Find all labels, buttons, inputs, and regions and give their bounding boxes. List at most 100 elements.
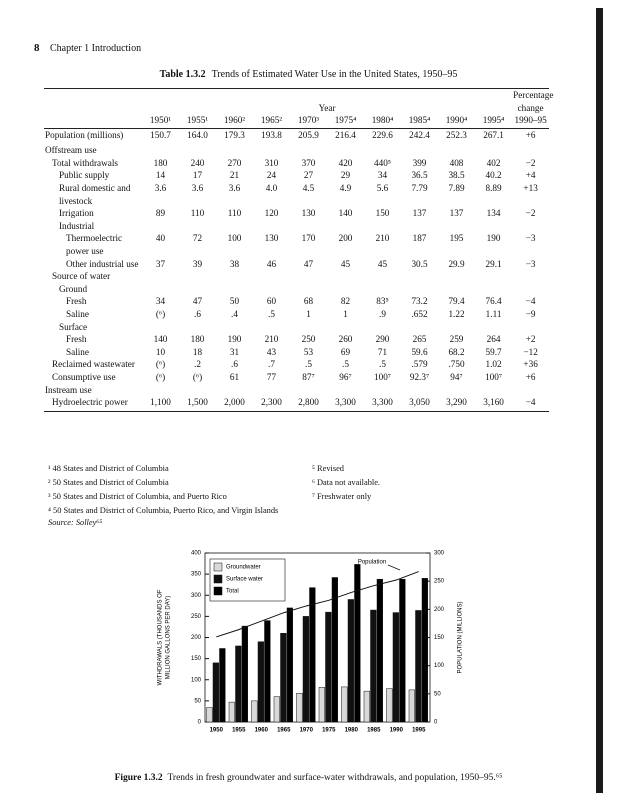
- cell: 60: [266, 296, 277, 307]
- empty-cell: [327, 283, 364, 296]
- empty-cell: [290, 220, 327, 233]
- empty-cell: [142, 321, 179, 334]
- cell: 210: [375, 233, 390, 244]
- cell: 18: [192, 346, 203, 357]
- footnote: ⁵ Revised: [312, 464, 344, 473]
- cell: +4: [525, 170, 536, 181]
- empty-cell: [253, 384, 290, 397]
- y2-tick-label: 0: [434, 720, 438, 726]
- row-label: Ground: [59, 283, 88, 294]
- cell: 30.5: [411, 258, 428, 269]
- empty-cell: [253, 220, 290, 233]
- y2-tick-label: 50: [434, 691, 441, 697]
- source: Source: Solley⁶⁵: [48, 518, 103, 527]
- empty-cell: [401, 384, 438, 397]
- x-tick-label: 1980: [345, 728, 359, 734]
- bar: [325, 611, 332, 723]
- cell: 195: [449, 233, 464, 244]
- empty-cell: [253, 270, 290, 283]
- x-tick-label: 1950: [210, 728, 224, 734]
- cell: 205.9: [298, 129, 319, 140]
- y2-tick-label: 200: [434, 607, 445, 613]
- table-row: Ground: [44, 283, 549, 296]
- table-caption: Trends of Estimated Water Use in the Uni…: [211, 69, 458, 80]
- empty-cell: [179, 144, 216, 157]
- cell: 402: [486, 157, 501, 168]
- cell: −9: [525, 309, 536, 319]
- empty-cell: [290, 384, 327, 397]
- y-axis-label: WITHDRAWALS (THOUSANDS OF: [158, 589, 164, 685]
- cell: 137: [412, 208, 427, 219]
- bar: [399, 578, 406, 723]
- y-tick-label: 300: [191, 593, 202, 599]
- cell: 170: [301, 233, 316, 244]
- cell: 408: [449, 157, 464, 168]
- empty-cell: [401, 220, 438, 233]
- bar: [421, 578, 428, 723]
- cell: 21: [229, 170, 240, 181]
- row-label: Saline: [66, 346, 89, 357]
- empty-cell: [179, 283, 216, 296]
- x-tick-label: 1985: [367, 728, 381, 734]
- empty-cell: [142, 270, 179, 283]
- row-label: Irrigation: [59, 208, 94, 219]
- row-label: Consumptive use: [52, 371, 116, 382]
- cell: −4: [512, 396, 550, 412]
- bar: [415, 610, 422, 723]
- table-row: Fresh 34 47 50 60 68 82 83⁵ 73.2 79.4 76.4 −4: [44, 295, 549, 308]
- legend-label: Total: [226, 589, 239, 595]
- empty-cell: [327, 384, 364, 397]
- cell: 290: [375, 334, 390, 345]
- table-body: Population (millions) 150.7 164.0 179.3 193.…: [44, 128, 550, 412]
- cell: 193.8: [261, 129, 282, 140]
- table-row: Population (millions) 150.7 164.0 179.3 193.…: [44, 128, 549, 144]
- table-row: Total withdrawals 180 240 270 310 370 420 440⁵ 3…: [44, 157, 549, 170]
- cell: 40.2: [485, 170, 502, 181]
- cell: 440⁵: [374, 157, 391, 168]
- bar: [219, 648, 226, 723]
- cell: 140: [153, 334, 168, 345]
- empty-cell: [364, 220, 401, 233]
- figure-label: Figure 1.3.2: [114, 773, 163, 783]
- bar: [286, 607, 293, 723]
- cell: 82: [340, 296, 351, 307]
- cell: 150.7: [150, 129, 171, 140]
- figure-text: Trends in fresh groundwater and surface-…: [167, 773, 503, 783]
- cell: 3.6: [154, 183, 167, 194]
- cell: (⁶): [155, 359, 166, 370]
- y2-tick-label: 250: [434, 579, 445, 585]
- cell: 77: [266, 371, 277, 382]
- empty-cell: [512, 144, 549, 157]
- empty-cell: [512, 321, 549, 334]
- legend-swatch: [213, 562, 223, 572]
- cell: 29.1: [485, 258, 502, 269]
- cell: 14: [155, 170, 166, 181]
- empty-cell: [290, 144, 327, 157]
- cell: 187: [412, 233, 427, 244]
- cell: .7: [268, 359, 275, 370]
- cell: 120: [264, 208, 279, 219]
- cell: 89: [155, 208, 166, 219]
- y-tick-label: 50: [194, 698, 201, 704]
- cell: 69: [340, 346, 351, 357]
- cell: 1.22: [448, 309, 465, 319]
- cell: 137: [449, 208, 464, 219]
- empty-cell: [216, 283, 253, 296]
- chart: 0 50 100 150 200 250 300 350 400 0 50 100 150 200 250 3…: [158, 551, 464, 734]
- table-row: Instream use: [44, 384, 549, 397]
- cell: +13: [523, 183, 538, 194]
- row-label: Other industrial use: [66, 258, 139, 269]
- empty-cell: [327, 321, 364, 334]
- cell: 180: [190, 334, 205, 345]
- cell: 260: [338, 334, 353, 345]
- empty-cell: [142, 144, 179, 157]
- y-axis-label: MILLION GALLONS PER DAY): [166, 596, 172, 680]
- footnote: ⁷ Freshwater only: [312, 492, 372, 501]
- bar: [212, 662, 219, 723]
- cell: 7.89: [448, 183, 465, 194]
- footnote: ³ 50 States and District of Columbia, an…: [48, 492, 227, 501]
- cell: 47: [303, 258, 314, 269]
- row-label: Fresh: [66, 334, 87, 345]
- y2-tick-label: 300: [434, 551, 445, 557]
